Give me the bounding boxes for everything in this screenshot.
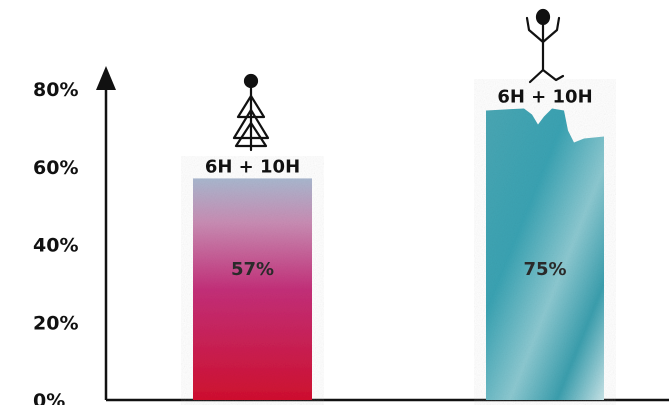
tree-stick-figure-icon bbox=[232, 73, 270, 152]
y-axis-arrow bbox=[96, 66, 116, 90]
y-tick-label: 80% bbox=[33, 79, 78, 101]
y-tick-label: 0% bbox=[33, 390, 65, 405]
bar-category-label: 6H + 10H bbox=[205, 156, 300, 177]
y-tick-label: 20% bbox=[33, 312, 78, 334]
bar-category-label: 6H + 10H bbox=[497, 86, 592, 107]
arms-up-stick-figure-icon bbox=[525, 8, 565, 84]
y-tick-label: 60% bbox=[33, 157, 78, 179]
bar-value-label: 57% bbox=[231, 259, 274, 280]
bar bbox=[486, 108, 604, 400]
bar-value-label: 75% bbox=[523, 259, 566, 280]
bar bbox=[193, 178, 312, 400]
y-tick-label: 40% bbox=[33, 235, 78, 257]
